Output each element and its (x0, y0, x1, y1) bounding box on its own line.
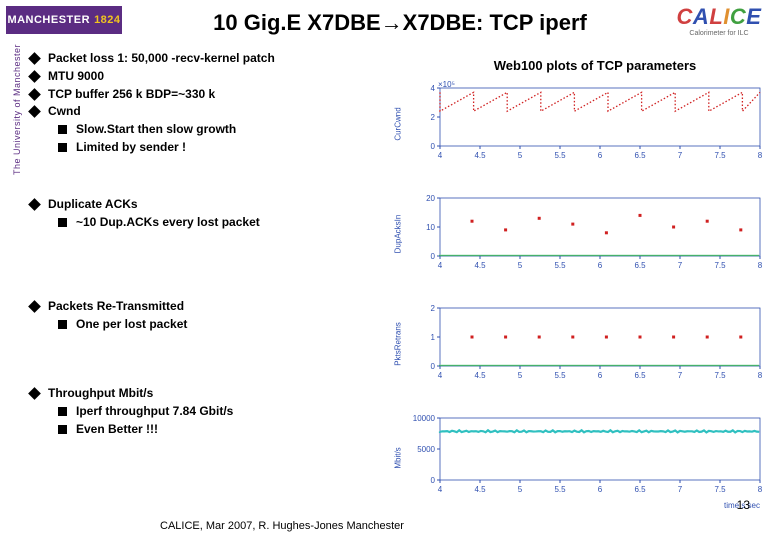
svg-text:4: 4 (438, 261, 443, 270)
section-2: Duplicate ACKs ~10 Dup.ACKs every lost p… (30, 196, 390, 231)
side-label: The University of Manchester (6, 40, 28, 520)
svg-text:5: 5 (518, 261, 523, 270)
page-number: 13 (737, 498, 750, 512)
svg-text:5: 5 (518, 151, 523, 160)
svg-text:5: 5 (518, 485, 523, 494)
section-4: Throughput Mbit/s Iperf throughput 7.84 … (30, 385, 390, 437)
svg-text:5.5: 5.5 (554, 151, 566, 160)
svg-text:6.5: 6.5 (634, 485, 646, 494)
svg-text:7.5: 7.5 (714, 261, 726, 270)
svg-text:6.5: 6.5 (634, 371, 646, 380)
section-3: Packets Re-Transmitted One per lost pack… (30, 298, 390, 333)
svg-text:4: 4 (438, 371, 443, 380)
svg-text:6: 6 (598, 371, 603, 380)
manchester-logo: MANCHESTER1824 (6, 6, 122, 34)
svg-text:20: 20 (426, 194, 435, 203)
svg-text:6: 6 (598, 151, 603, 160)
svg-text:7: 7 (678, 261, 683, 270)
bullet-content: Packet loss 1: 50,000 -recv-kernel patch… (30, 50, 390, 463)
svg-text:4: 4 (431, 84, 436, 93)
svg-text:5.5: 5.5 (554, 261, 566, 270)
svg-text:6: 6 (598, 261, 603, 270)
section-1: Packet loss 1: 50,000 -recv-kernel patch… (30, 50, 390, 156)
plot-throughput: Mbit/s time s sec 050001000044.555.566.5… (400, 408, 770, 508)
svg-text:5000: 5000 (417, 445, 435, 454)
svg-text:6.5: 6.5 (634, 151, 646, 160)
svg-text:8: 8 (758, 261, 763, 270)
svg-text:7.5: 7.5 (714, 151, 726, 160)
svg-text:10000: 10000 (413, 414, 436, 423)
svg-text:6.5: 6.5 (634, 261, 646, 270)
svg-text:4.5: 4.5 (474, 371, 486, 380)
svg-text:×10⁵: ×10⁵ (438, 80, 455, 89)
svg-text:7: 7 (678, 151, 683, 160)
svg-text:2: 2 (431, 304, 436, 313)
svg-text:8: 8 (758, 485, 763, 494)
svg-text:4.5: 4.5 (474, 485, 486, 494)
svg-text:7: 7 (678, 371, 683, 380)
svg-text:0: 0 (431, 252, 436, 261)
svg-text:0: 0 (431, 362, 436, 371)
footer-text: CALICE, Mar 2007, R. Hughes-Jones Manche… (160, 520, 404, 532)
svg-text:7: 7 (678, 485, 683, 494)
svg-text:4: 4 (438, 485, 443, 494)
plot-cwnd: CurCwnd 024×10⁵44.555.566.577.58 (400, 78, 770, 170)
svg-text:2: 2 (431, 113, 436, 122)
svg-text:7.5: 7.5 (714, 371, 726, 380)
svg-text:5: 5 (518, 371, 523, 380)
svg-text:5.5: 5.5 (554, 371, 566, 380)
page-title: 10 Gig.E X7DBE→X7DBE: TCP iperf (140, 10, 660, 36)
calice-logo: CALICE Calorimeter for ILC (664, 4, 774, 37)
svg-text:0: 0 (431, 142, 436, 151)
svg-text:8: 8 (758, 151, 763, 160)
svg-text:0: 0 (431, 476, 436, 485)
svg-text:4.5: 4.5 (474, 151, 486, 160)
plot-retrans: PktsRetrans 01244.555.566.577.58 (400, 298, 770, 390)
svg-text:4: 4 (438, 151, 443, 160)
plot-dupacks: DupAcksIn 0102044.555.566.577.58 (400, 188, 770, 280)
svg-text:6: 6 (598, 485, 603, 494)
svg-text:10: 10 (426, 223, 435, 232)
plots-title: Web100 plots of TCP parameters (440, 58, 750, 73)
svg-text:4.5: 4.5 (474, 261, 486, 270)
svg-text:7.5: 7.5 (714, 485, 726, 494)
svg-text:5.5: 5.5 (554, 485, 566, 494)
svg-text:1: 1 (431, 333, 436, 342)
svg-text:8: 8 (758, 371, 763, 380)
